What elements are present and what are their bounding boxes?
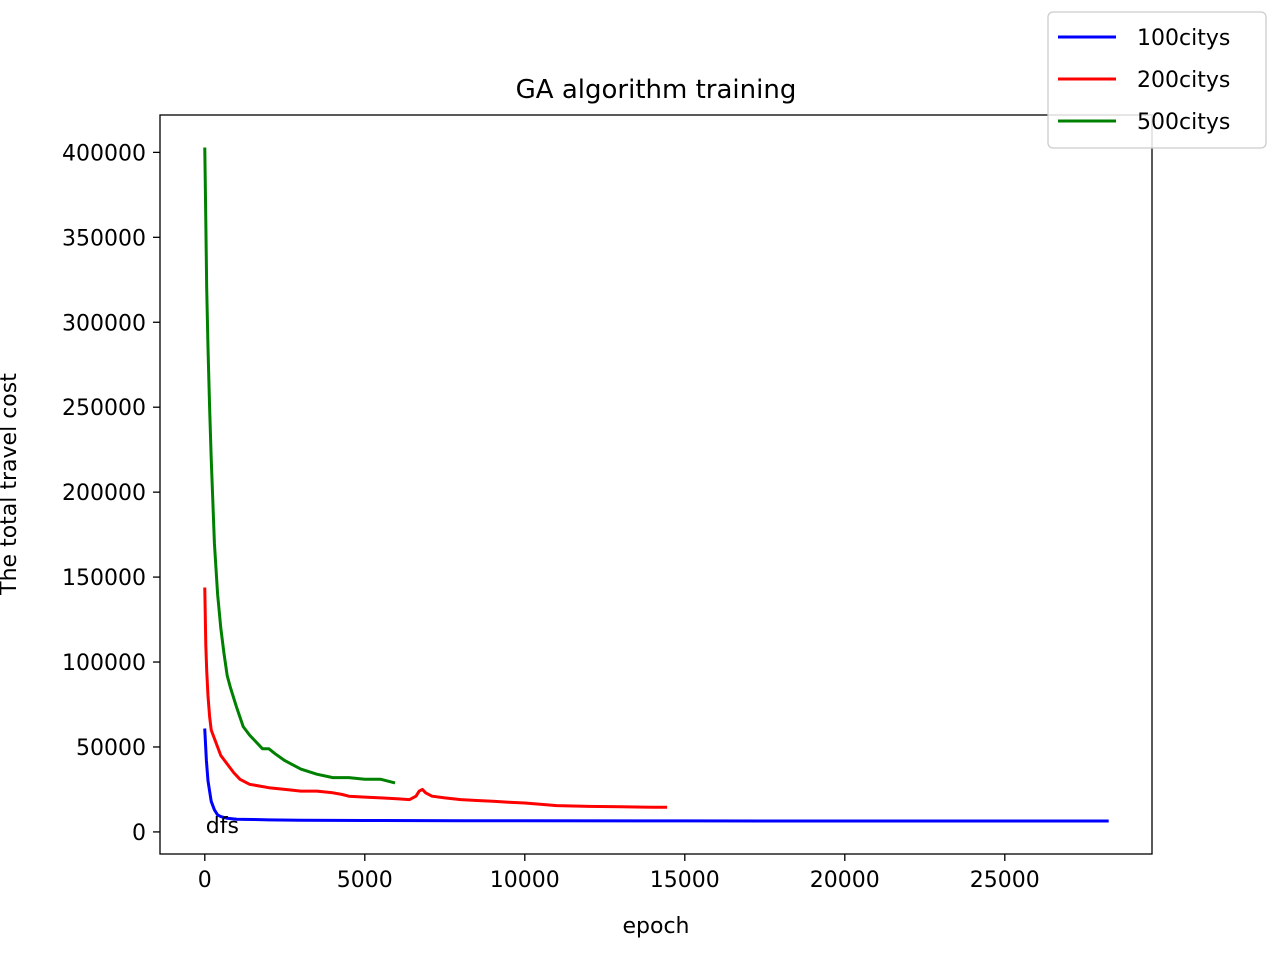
legend-box xyxy=(1047,11,1267,149)
x-tick-label: 10000 xyxy=(490,868,560,893)
x-tick-label: 0 xyxy=(198,868,212,893)
series-line-500citys xyxy=(203,147,396,785)
legend-label-500citys: 500citys xyxy=(1137,110,1230,135)
y-tick-label: 150000 xyxy=(62,566,146,591)
x-tick-label: 25000 xyxy=(970,868,1040,893)
series-line-100citys xyxy=(203,728,1109,823)
legend-label-200citys: 200citys xyxy=(1137,68,1230,93)
annotations: dfs xyxy=(206,814,239,839)
y-tick-label: 50000 xyxy=(76,736,146,761)
series-lines xyxy=(203,147,1109,823)
annotation-text: dfs xyxy=(206,814,239,839)
y-tick-label: 100000 xyxy=(62,651,146,676)
x-tick-label: 15000 xyxy=(650,868,720,893)
legend: 100citys 200citys 500citys xyxy=(1047,11,1267,149)
legend-items: 100citys 200citys 500citys xyxy=(1058,26,1230,135)
y-tick-label: 400000 xyxy=(62,141,146,166)
y-tick-label: 200000 xyxy=(62,481,146,506)
y-tick-label: 0 xyxy=(132,821,146,846)
y-tick-label: 350000 xyxy=(62,226,146,251)
y-axis-label: The total travel cost xyxy=(0,373,22,596)
chart-title: GA algorithm training xyxy=(516,75,797,105)
y-axis-ticks: 0 50000 100000 150000 200000 250000 300000 3500… xyxy=(62,141,160,846)
x-tick-label: 5000 xyxy=(337,868,393,893)
x-axis-ticks: 0 5000 10000 15000 20000 25000 xyxy=(198,854,1040,893)
plot-frame xyxy=(159,114,1153,855)
y-tick-label: 300000 xyxy=(62,311,146,336)
y-tick-label: 250000 xyxy=(62,396,146,421)
legend-label-100citys: 100citys xyxy=(1137,26,1230,51)
series-line-200citys xyxy=(203,587,668,809)
x-tick-label: 20000 xyxy=(810,868,880,893)
x-axis-label: epoch xyxy=(623,914,690,939)
